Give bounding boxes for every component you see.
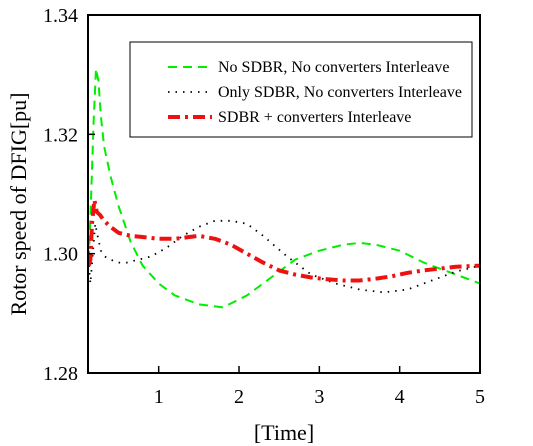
y-tick-label-0: 1.28 (43, 363, 78, 385)
x-axis-label: [Time] (254, 420, 314, 445)
x-tick-label-1: 2 (234, 386, 244, 408)
x-tick-label-4: 5 (475, 386, 485, 408)
series-line-2 (86, 198, 481, 283)
legend-box (129, 41, 473, 138)
legend-items: No SDBR, No converters Interleave Only SD… (168, 59, 462, 126)
y-tick-label-1: 1.30 (43, 244, 78, 266)
x-tick-label-2: 3 (314, 386, 324, 408)
legend-label-2: SDBR + converters Interleave (218, 109, 411, 126)
series-line-0 (87, 67, 481, 309)
y-tick-label-3: 1.34 (43, 5, 78, 27)
y-tick-label-2: 1.32 (43, 124, 78, 146)
legend-label-1: Only SDBR, No converters Interleave (218, 84, 462, 101)
legend: No SDBR, No converters Interleave Only SD… (129, 41, 473, 138)
tick-layer: 1 2 3 4 5 1.28 1.30 1.32 1.34 (43, 5, 485, 408)
series-layer (86, 67, 481, 309)
x-tick-label-3: 4 (395, 386, 405, 408)
legend-label-0: No SDBR, No converters Interleave (218, 59, 450, 76)
y-axis-label: Rotor speed of DFIG[pu] (6, 92, 31, 315)
series-line-1 (87, 219, 481, 294)
plot-frame (87, 14, 481, 374)
x-tick-label-0: 1 (154, 386, 164, 408)
